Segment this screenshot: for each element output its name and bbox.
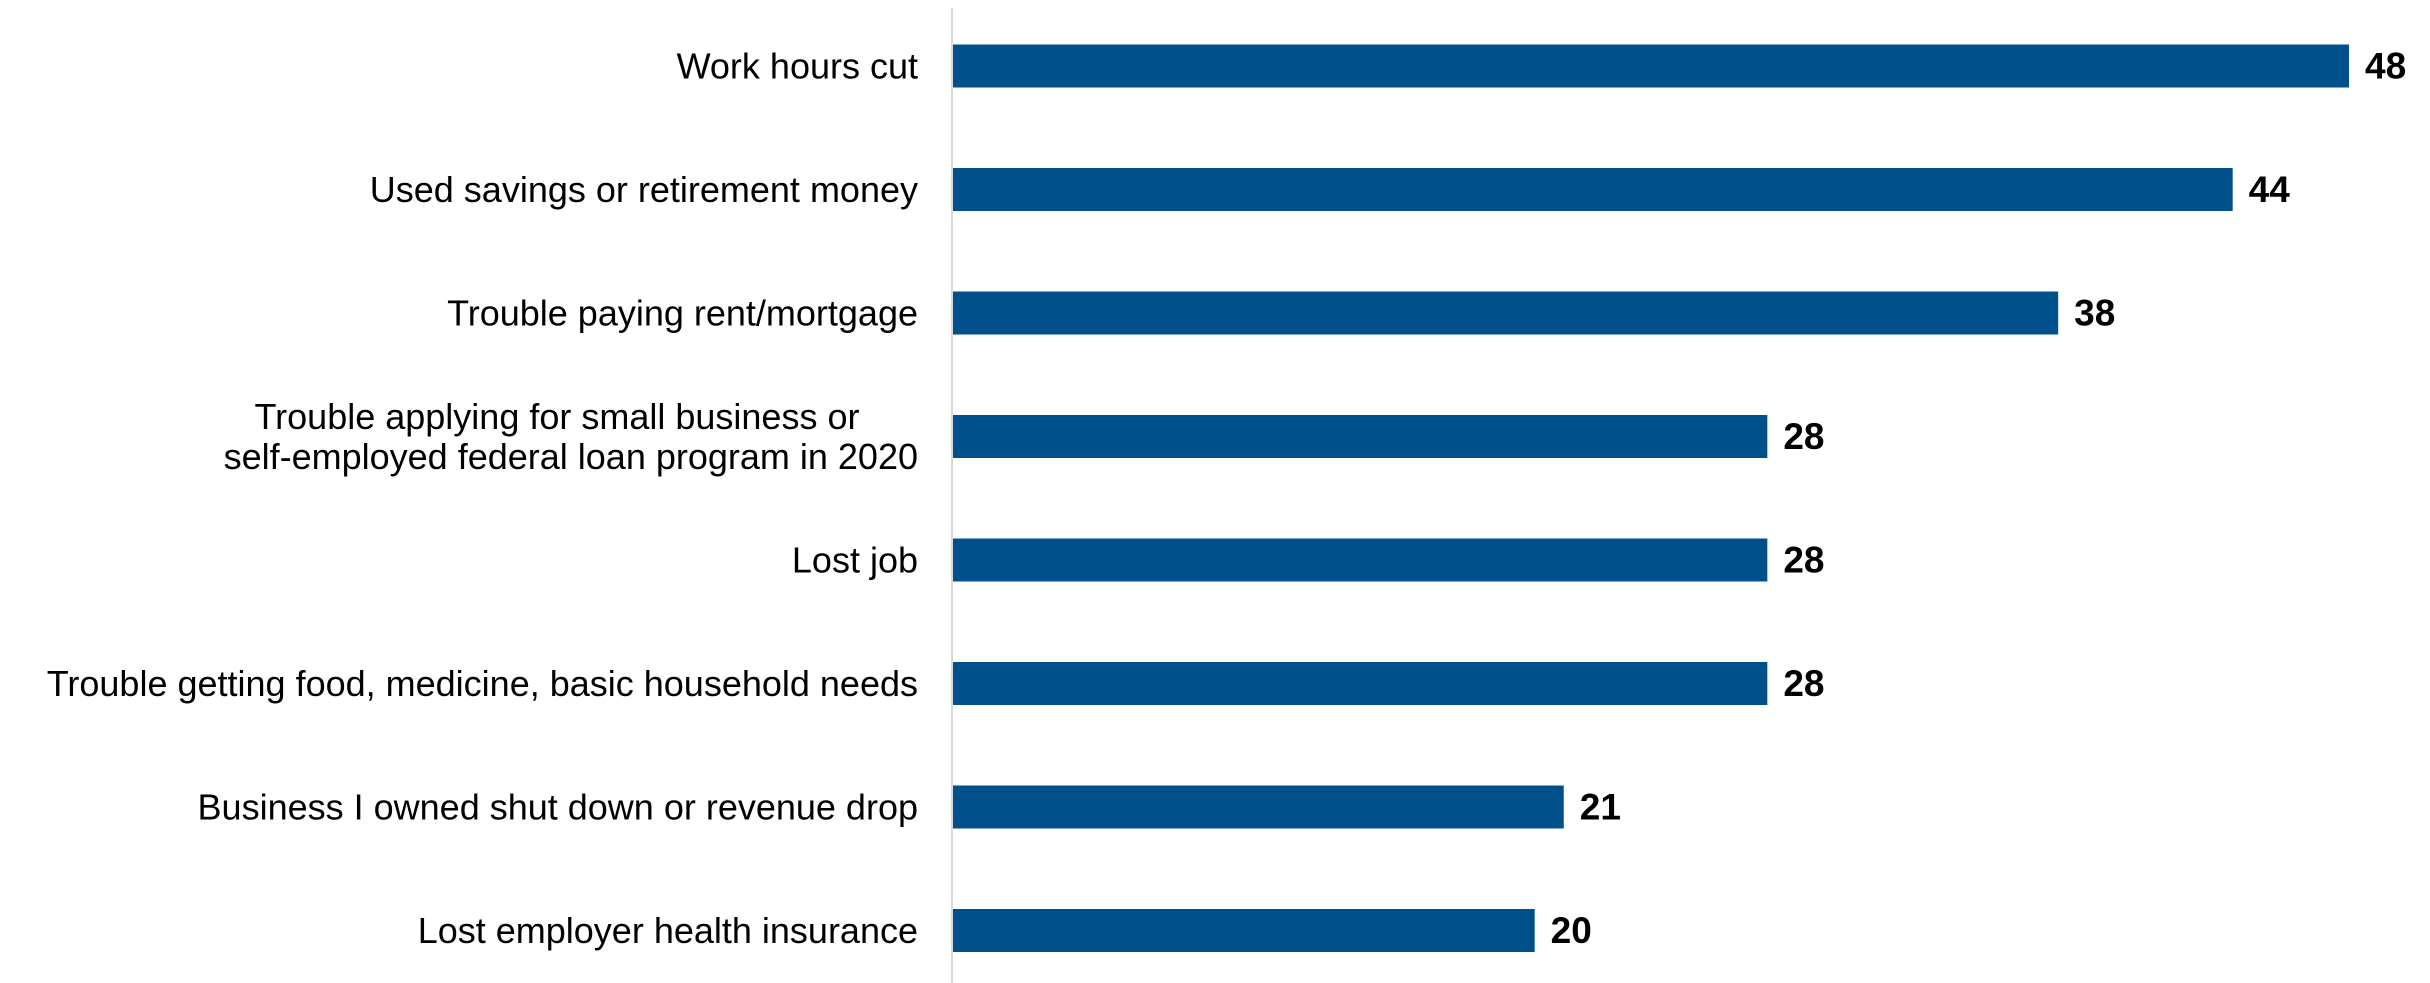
category-label-0: Work hours cut <box>677 46 918 87</box>
bar-0 <box>953 44 2349 88</box>
bar-5 <box>953 662 1768 705</box>
bar-2 <box>953 291 2059 335</box>
value-label-5: 28 <box>1783 663 1824 704</box>
category-label-4: Lost job <box>792 540 918 581</box>
value-label-7: 20 <box>1551 910 1592 951</box>
value-label-4: 28 <box>1783 540 1824 581</box>
value-label-0: 48 <box>2365 46 2406 87</box>
value-label-1: 44 <box>2249 169 2291 210</box>
bar-4 <box>953 538 1768 582</box>
category-label-7: Lost employer health insurance <box>418 910 918 951</box>
category-label-6: Business I owned shut down or revenue dr… <box>198 787 918 828</box>
bar-group <box>953 44 2349 952</box>
value-label-6: 21 <box>1580 787 1621 828</box>
category-label-3-line-1: self-employed federal loan program in 20… <box>224 436 918 477</box>
category-label-3-line-0: Trouble applying for small business or <box>255 396 860 437</box>
bar-3 <box>953 415 1768 458</box>
category-label-2: Trouble paying rent/mortgage <box>447 293 918 334</box>
category-label-1: Used savings or retirement money <box>370 169 918 210</box>
category-labels: Work hours cut Used savings or retirement… <box>47 46 918 952</box>
bar-1 <box>953 168 2233 211</box>
category-label-5: Trouble getting food, medicine, basic ho… <box>47 663 918 704</box>
bar-6 <box>953 785 1564 829</box>
bar-7 <box>953 909 1535 952</box>
value-label-3: 28 <box>1783 416 1824 457</box>
value-labels: 48 44 38 28 28 28 21 20 <box>1551 46 2406 952</box>
value-label-2: 38 <box>2074 293 2115 334</box>
